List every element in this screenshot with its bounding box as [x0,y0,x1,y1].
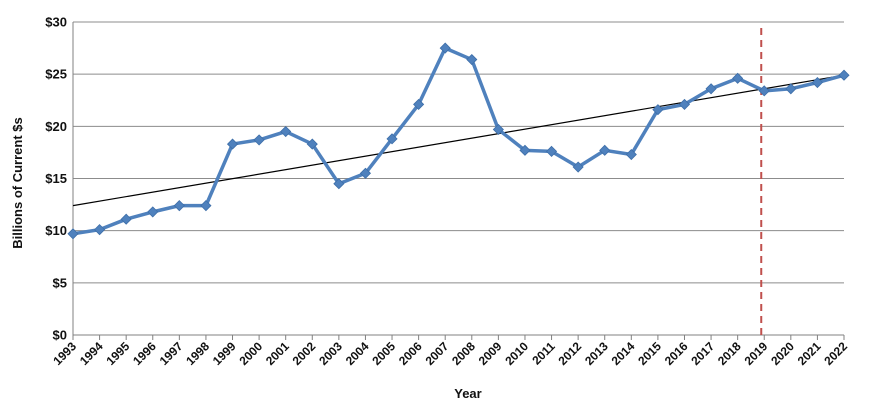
data-point [280,125,292,138]
y-tick-labels: $0 $5 $10 $15 $20 $25 $30 [45,15,67,343]
x-tick-label: 1999 [210,339,239,368]
data-point [519,144,531,156]
data-point [758,85,770,97]
data-point [386,133,398,145]
x-tick-label: 1993 [50,339,79,368]
x-tick-label: 2016 [662,339,691,368]
x-tick-label: 2017 [688,339,717,368]
data-point [652,104,664,116]
data-point [732,72,744,84]
data-point [413,98,425,110]
axes [72,22,845,340]
x-tick-label: 2010 [502,339,531,368]
y-tick-label: $25 [45,67,67,82]
x-tick-label: 2009 [476,339,505,368]
trendline [72,74,845,207]
data-point [705,83,717,95]
data-point [492,123,504,136]
x-tick-label: 1995 [104,339,133,368]
x-tick-label: 1996 [130,339,159,368]
x-tick-label: 2019 [742,339,771,368]
x-tick-label: 2012 [555,339,584,368]
y-tick-label: $5 [53,275,67,290]
x-tick-label: 2015 [635,339,664,368]
trendline-group [72,74,845,207]
data-point [439,42,451,54]
y-tick-label: $15 [45,171,67,186]
data-point [67,228,79,240]
y-tick-label: $20 [45,119,67,134]
data-point [120,213,132,225]
data-point [625,148,637,161]
x-tick-label: 2013 [582,339,611,368]
data-point [173,200,185,212]
x-tick-label: 1997 [157,339,186,368]
x-axis-title: Year [454,386,481,401]
x-tick-label: 2000 [236,339,265,368]
x-tick-label: 2005 [369,339,398,368]
data-point [811,76,823,89]
y-tick-label: $0 [53,328,67,343]
gridlines [73,21,844,284]
data-point [678,98,691,110]
x-tick-label: 1998 [183,339,212,368]
data-point [94,224,106,236]
data-point [200,200,212,212]
data-point [785,83,797,95]
y-axis-title: Billions of Current $s [10,117,25,248]
x-tick-labels: 1993199419951996199719981999200020012002… [50,339,850,368]
x-tick-label: 2020 [768,339,797,368]
x-tick-label: 2014 [609,339,638,368]
x-tick-label: 2002 [290,339,319,368]
x-tick-label: 2011 [529,339,558,368]
data-point [226,138,239,150]
data-point [359,167,372,179]
x-tick-label: 2006 [396,339,425,368]
data-point [599,144,611,156]
data-point [333,178,345,190]
data-point [572,161,584,173]
x-tick-label: 2008 [449,339,478,368]
series-group [67,42,850,240]
data-point [466,53,478,66]
x-tick-label: 2007 [423,339,452,368]
data-point [306,138,318,150]
x-tick-label: 2022 [821,339,850,368]
data-point [545,145,558,157]
x-tick-label: 2001 [263,339,292,368]
x-tick-label: 2003 [316,339,345,368]
x-tick-label: 2004 [343,339,372,368]
x-tick-label: 1994 [77,339,106,368]
data-point [147,206,159,218]
x-tick-label: 2021 [795,339,824,368]
data-point [253,134,265,146]
data-point [838,69,850,81]
y-tick-label: $10 [45,223,67,238]
x-tick-label: 2018 [715,339,744,368]
y-tick-label: $30 [45,15,67,30]
